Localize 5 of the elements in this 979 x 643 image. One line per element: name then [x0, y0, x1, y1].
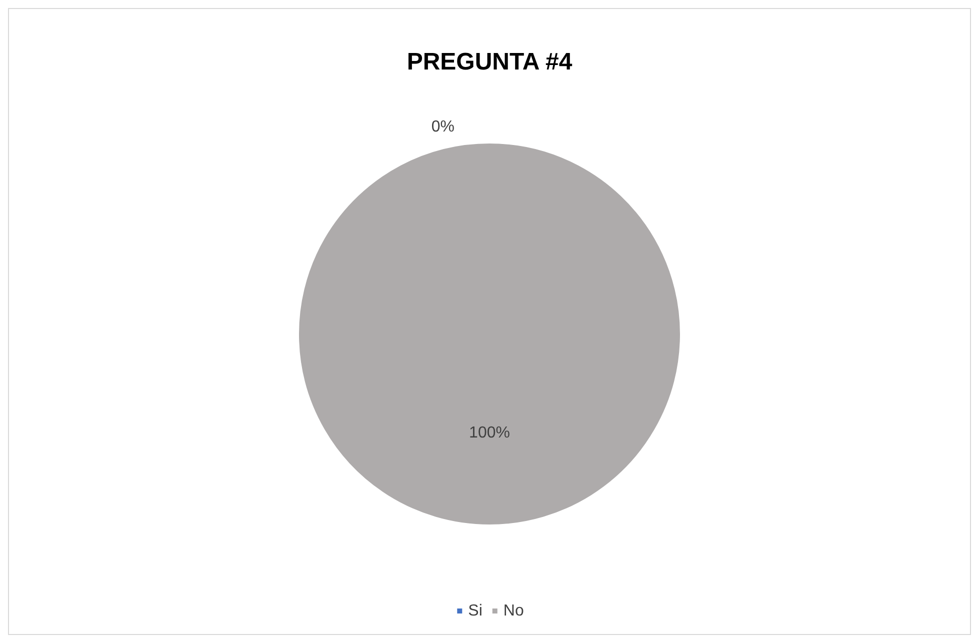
chart-title: PREGUNTA #4 [406, 48, 573, 76]
text: 0% [431, 118, 454, 136]
legend-label: No [503, 602, 524, 620]
data-label: 100% [469, 424, 510, 442]
legend-label: Si [468, 602, 482, 620]
